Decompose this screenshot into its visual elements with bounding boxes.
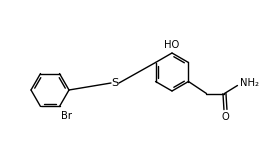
Text: NH₂: NH₂ [240,78,260,88]
Text: S: S [111,78,119,88]
Text: Br: Br [62,112,73,122]
Text: HO: HO [164,40,180,50]
Text: O: O [222,112,229,122]
